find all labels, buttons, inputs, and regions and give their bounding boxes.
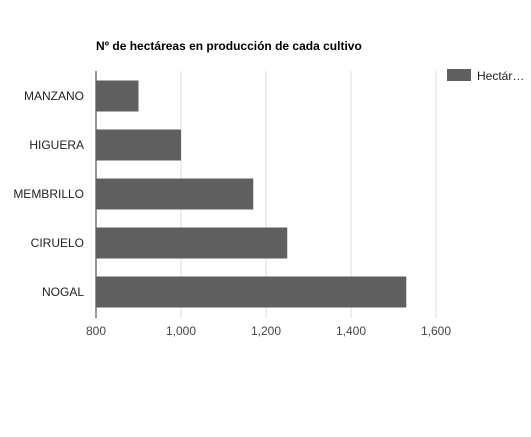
legend: Hectár… (447, 69, 524, 83)
bar-membrillo[interactable] (96, 178, 254, 210)
category-labels: MANZANO HIGUERA MEMBRILLO CIRUELO NOGAL (13, 89, 84, 299)
bar-ciruelo[interactable] (96, 227, 288, 259)
legend-label: Hectár… (477, 69, 524, 83)
bar-manzano[interactable] (96, 80, 139, 112)
chart-title: Nº de hectáreas en producción de cada cu… (96, 39, 362, 53)
bar-higuera[interactable] (96, 129, 181, 161)
bars (96, 80, 407, 308)
x-tick-label: 1,400 (336, 324, 366, 338)
x-tick-label: 1,200 (251, 324, 281, 338)
x-axis-ticks: 800 1,000 1,200 1,400 1,600 (86, 324, 451, 338)
category-label-higuera: HIGUERA (29, 138, 84, 152)
x-tick-label: 800 (86, 324, 106, 338)
category-label-membrillo: MEMBRILLO (13, 187, 84, 201)
x-tick-label: 1,600 (421, 324, 451, 338)
category-label-manzano: MANZANO (24, 89, 84, 103)
legend-swatch (447, 69, 471, 81)
category-label-ciruelo: CIRUELO (31, 236, 84, 250)
category-label-nogal: NOGAL (42, 285, 84, 299)
bar-nogal[interactable] (96, 276, 407, 308)
x-tick-label: 1,000 (166, 324, 196, 338)
